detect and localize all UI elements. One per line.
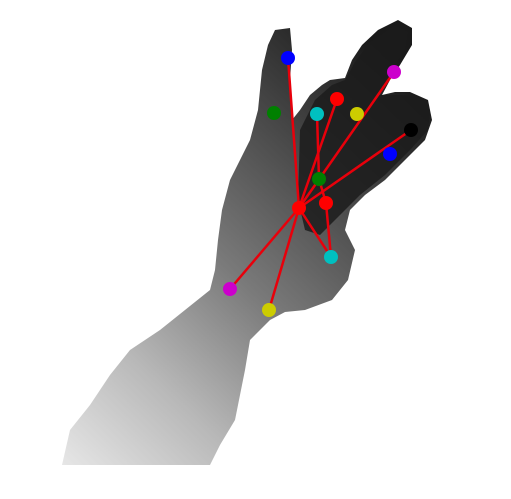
bone-4 [297,70,396,210]
bone-1 [267,206,301,312]
bone-0 [228,206,301,291]
keypoint-pinky-black [404,123,418,137]
skeleton-bones [228,56,413,312]
skeleton-joints [223,51,418,317]
keypoint-wrist-magenta [223,282,237,296]
keypoint-palm-red [319,196,333,210]
keypoint-ring-yellow [350,107,364,121]
bone-6 [297,206,333,259]
bone-5 [297,128,413,210]
bone-2 [286,56,301,210]
keypoint-ring-magenta [387,65,401,79]
keypoint-pinky-blue [383,147,397,161]
bone-7 [324,201,333,259]
keypoint-thumb-cyan [324,250,338,264]
bone-9 [315,112,321,181]
keypoint-index-green [267,106,281,120]
keypoint-middle-green [312,172,326,186]
keypoint-palm-center [292,201,306,215]
keypoint-middle-red [330,92,344,106]
finger-shadow [298,25,430,235]
keypoint-index-blue [281,51,295,65]
keypoint-wrist-yellow [262,303,276,317]
keypoint-middle-cyan [310,107,324,121]
